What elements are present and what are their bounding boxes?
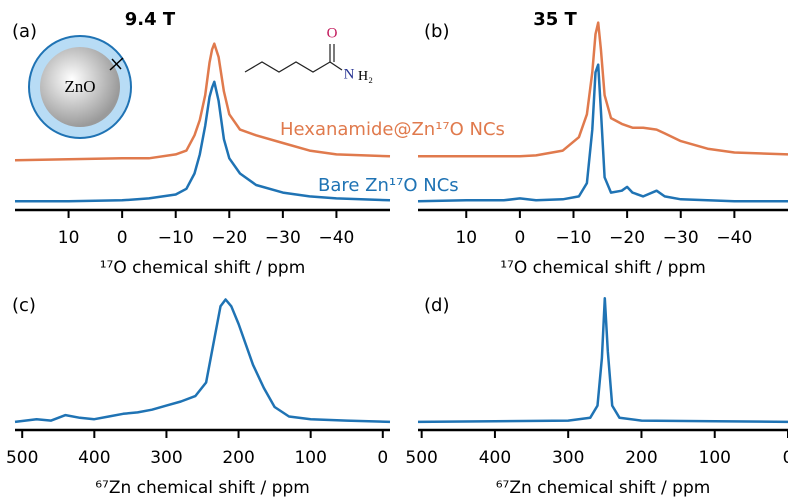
panel-title: 35 T — [533, 9, 577, 30]
panel-title: 9.4 T — [125, 9, 176, 30]
panel-label: (a) — [12, 21, 37, 42]
x-tick-label: 10 — [455, 228, 477, 248]
x-axis-label: ⁶⁷Zn chemical shift / ppm — [496, 478, 711, 498]
spectrum — [417, 296, 788, 424]
x-tick-label: 200 — [222, 448, 254, 468]
panel-label: (c) — [12, 295, 36, 316]
x-tick-label: 400 — [479, 448, 511, 468]
x-tick-label: 500 — [405, 448, 437, 468]
x-tick-label: 200 — [625, 448, 657, 468]
legend-label: Hexanamide@Zn¹⁷O NCs — [280, 119, 505, 140]
x-tick-label: −10 — [158, 228, 194, 248]
x-tick-label: 300 — [552, 448, 584, 468]
ligand — [111, 58, 122, 70]
x-tick-label: −10 — [556, 228, 592, 248]
legend-label: Bare Zn¹⁷O NCs — [318, 175, 459, 196]
x-tick-label: 0 — [377, 448, 388, 468]
atom-label: H₂ — [358, 69, 373, 84]
x-tick-label: −40 — [318, 228, 354, 248]
x-tick-label: −20 — [211, 228, 247, 248]
panel-label: (d) — [424, 295, 449, 316]
x-tick-label: 100 — [699, 448, 731, 468]
x-tick-label: 10 — [58, 228, 80, 248]
bond — [329, 61, 343, 71]
x-tick-label: −30 — [663, 228, 699, 248]
atom-label: N — [344, 66, 355, 82]
x-tick-label: 400 — [78, 448, 110, 468]
x-tick-label: 0 — [514, 228, 525, 248]
spectrum — [418, 21, 788, 158]
x-tick-label: −20 — [609, 228, 645, 248]
x-axis-label: ¹⁷O chemical shift / ppm — [500, 258, 706, 278]
panel-label: (b) — [424, 21, 449, 42]
core-label: ZnO — [64, 77, 95, 96]
spectrum — [15, 80, 391, 203]
x-axis-label: ⁶⁷Zn chemical shift / ppm — [95, 478, 310, 498]
inset: ZnO O N H₂ — [28, 25, 373, 139]
spectrum — [14, 298, 391, 424]
x-tick-label: 100 — [294, 448, 326, 468]
x-tick-label: 0 — [117, 228, 128, 248]
atom-label: O — [327, 25, 338, 41]
x-tick-label: −40 — [716, 228, 752, 248]
x-tick-label: 500 — [6, 448, 38, 468]
molecule — [244, 61, 331, 73]
x-tick-label: −30 — [265, 228, 301, 248]
spectrum — [417, 63, 788, 203]
core — [40, 47, 120, 127]
x-axis-label: ¹⁷O chemical shift / ppm — [100, 258, 306, 278]
x-tick-label: 0 — [783, 448, 788, 468]
x-tick-label: 300 — [150, 448, 182, 468]
spectrum — [14, 42, 391, 162]
